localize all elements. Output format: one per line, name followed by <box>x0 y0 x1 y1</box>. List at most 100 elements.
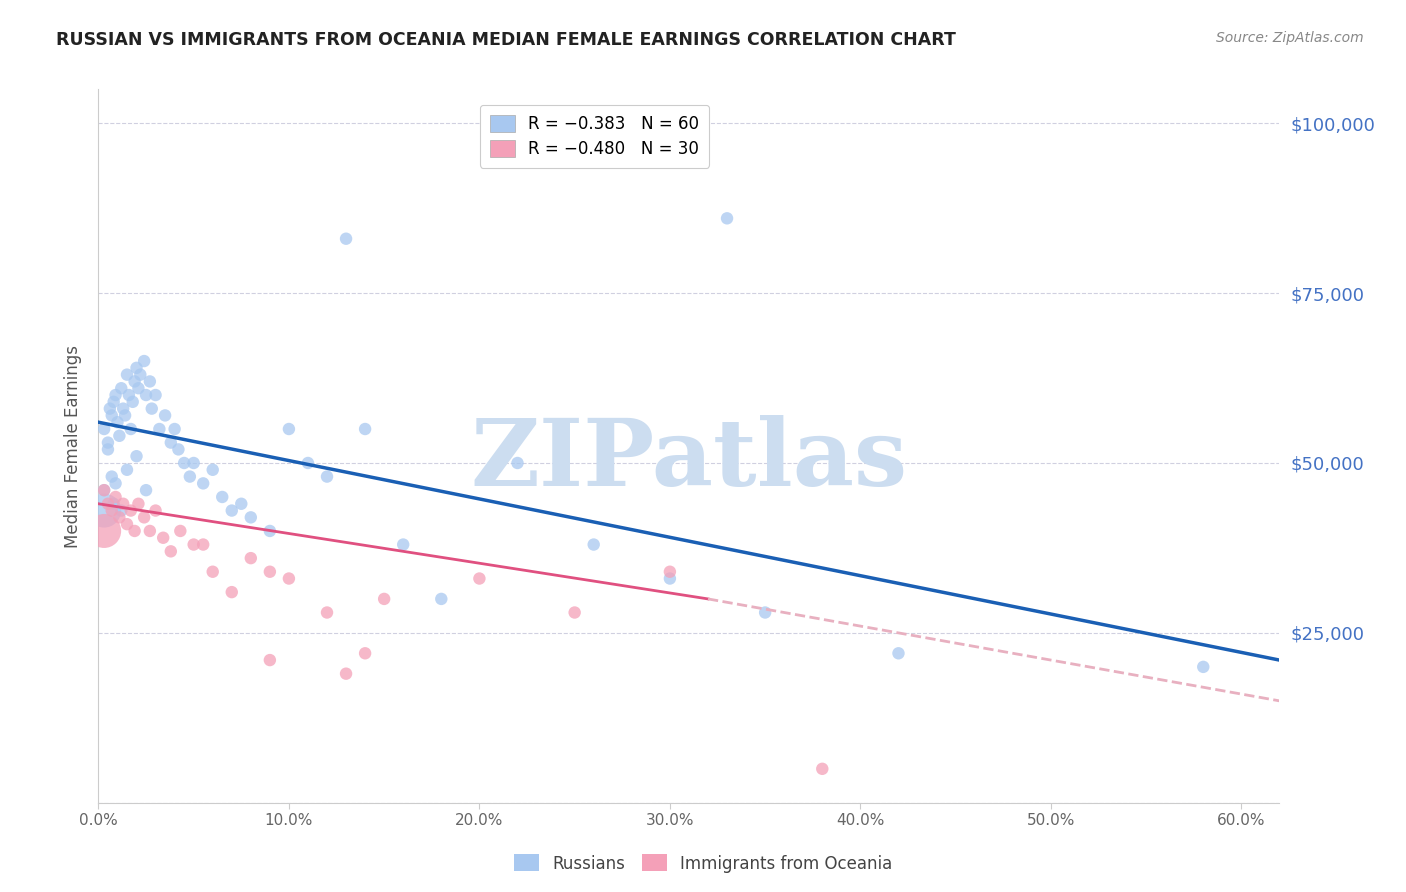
Point <box>108 429 131 443</box>
Point <box>100 469 122 483</box>
Point <box>103 497 125 511</box>
Point <box>93 422 115 436</box>
Point <box>152 531 174 545</box>
Point <box>110 381 132 395</box>
Point <box>93 483 115 498</box>
Point <box>104 388 127 402</box>
Point <box>193 537 215 551</box>
Point <box>259 653 281 667</box>
Point <box>115 517 138 532</box>
Point <box>335 232 357 246</box>
Text: RUSSIAN VS IMMIGRANTS FROM OCEANIA MEDIAN FEMALE EARNINGS CORRELATION CHART: RUSSIAN VS IMMIGRANTS FROM OCEANIA MEDIA… <box>56 31 956 49</box>
Point <box>120 503 142 517</box>
Point <box>93 503 115 517</box>
Point <box>564 606 586 620</box>
Point <box>193 476 215 491</box>
Point <box>316 469 339 483</box>
Point <box>124 375 146 389</box>
Point <box>98 401 121 416</box>
Point <box>110 503 132 517</box>
Point <box>183 537 205 551</box>
Point <box>811 762 834 776</box>
Point <box>354 646 377 660</box>
Point <box>127 381 149 395</box>
Point <box>239 510 262 524</box>
Point <box>118 388 141 402</box>
Point <box>231 497 253 511</box>
Point <box>129 368 152 382</box>
Point <box>430 591 453 606</box>
Point <box>167 442 190 457</box>
Point <box>115 463 138 477</box>
Point <box>97 442 120 457</box>
Point <box>135 388 157 402</box>
Point <box>120 422 142 436</box>
Point <box>134 354 156 368</box>
Point <box>104 476 127 491</box>
Point <box>373 591 395 606</box>
Point <box>887 646 910 660</box>
Point <box>124 524 146 538</box>
Text: ZIPatlas: ZIPatlas <box>471 416 907 505</box>
Point <box>139 524 162 538</box>
Point <box>201 463 224 477</box>
Point <box>259 524 281 538</box>
Point <box>103 394 125 409</box>
Point <box>93 524 115 538</box>
Point <box>658 565 681 579</box>
Point <box>259 565 281 579</box>
Point <box>277 422 299 436</box>
Point <box>179 469 201 483</box>
Point <box>100 409 122 423</box>
Text: Source: ZipAtlas.com: Source: ZipAtlas.com <box>1216 31 1364 45</box>
Point <box>134 510 156 524</box>
Point <box>153 409 176 423</box>
Point <box>221 585 243 599</box>
Point <box>211 490 233 504</box>
Point <box>112 497 135 511</box>
Point <box>108 510 131 524</box>
Point <box>135 483 157 498</box>
Point <box>163 422 186 436</box>
Point <box>221 503 243 517</box>
Y-axis label: Median Female Earnings: Median Female Earnings <box>65 344 83 548</box>
Point <box>148 422 170 436</box>
Point <box>582 537 605 551</box>
Point <box>754 606 776 620</box>
Point <box>104 490 127 504</box>
Point <box>173 456 195 470</box>
Point <box>127 497 149 511</box>
Point <box>159 544 181 558</box>
Point <box>183 456 205 470</box>
Point <box>125 449 148 463</box>
Point <box>716 211 738 226</box>
Point <box>316 606 339 620</box>
Point <box>93 483 115 498</box>
Point <box>201 565 224 579</box>
Point <box>658 572 681 586</box>
Point <box>114 409 136 423</box>
Point <box>159 435 181 450</box>
Point <box>107 415 129 429</box>
Point <box>239 551 262 566</box>
Point <box>354 422 377 436</box>
Point <box>506 456 529 470</box>
Point <box>468 572 491 586</box>
Point <box>1192 660 1215 674</box>
Point <box>121 394 143 409</box>
Point <box>297 456 319 470</box>
Point <box>97 435 120 450</box>
Point <box>115 368 138 382</box>
Point <box>145 388 167 402</box>
Point <box>169 524 191 538</box>
Legend: R = −0.383   N = 60, R = −0.480   N = 30: R = −0.383 N = 60, R = −0.480 N = 30 <box>479 104 709 168</box>
Point <box>100 503 122 517</box>
Point <box>141 401 163 416</box>
Point <box>112 401 135 416</box>
Legend: Russians, Immigrants from Oceania: Russians, Immigrants from Oceania <box>508 847 898 880</box>
Point <box>277 572 299 586</box>
Point <box>335 666 357 681</box>
Point <box>125 360 148 375</box>
Point <box>145 503 167 517</box>
Point <box>392 537 415 551</box>
